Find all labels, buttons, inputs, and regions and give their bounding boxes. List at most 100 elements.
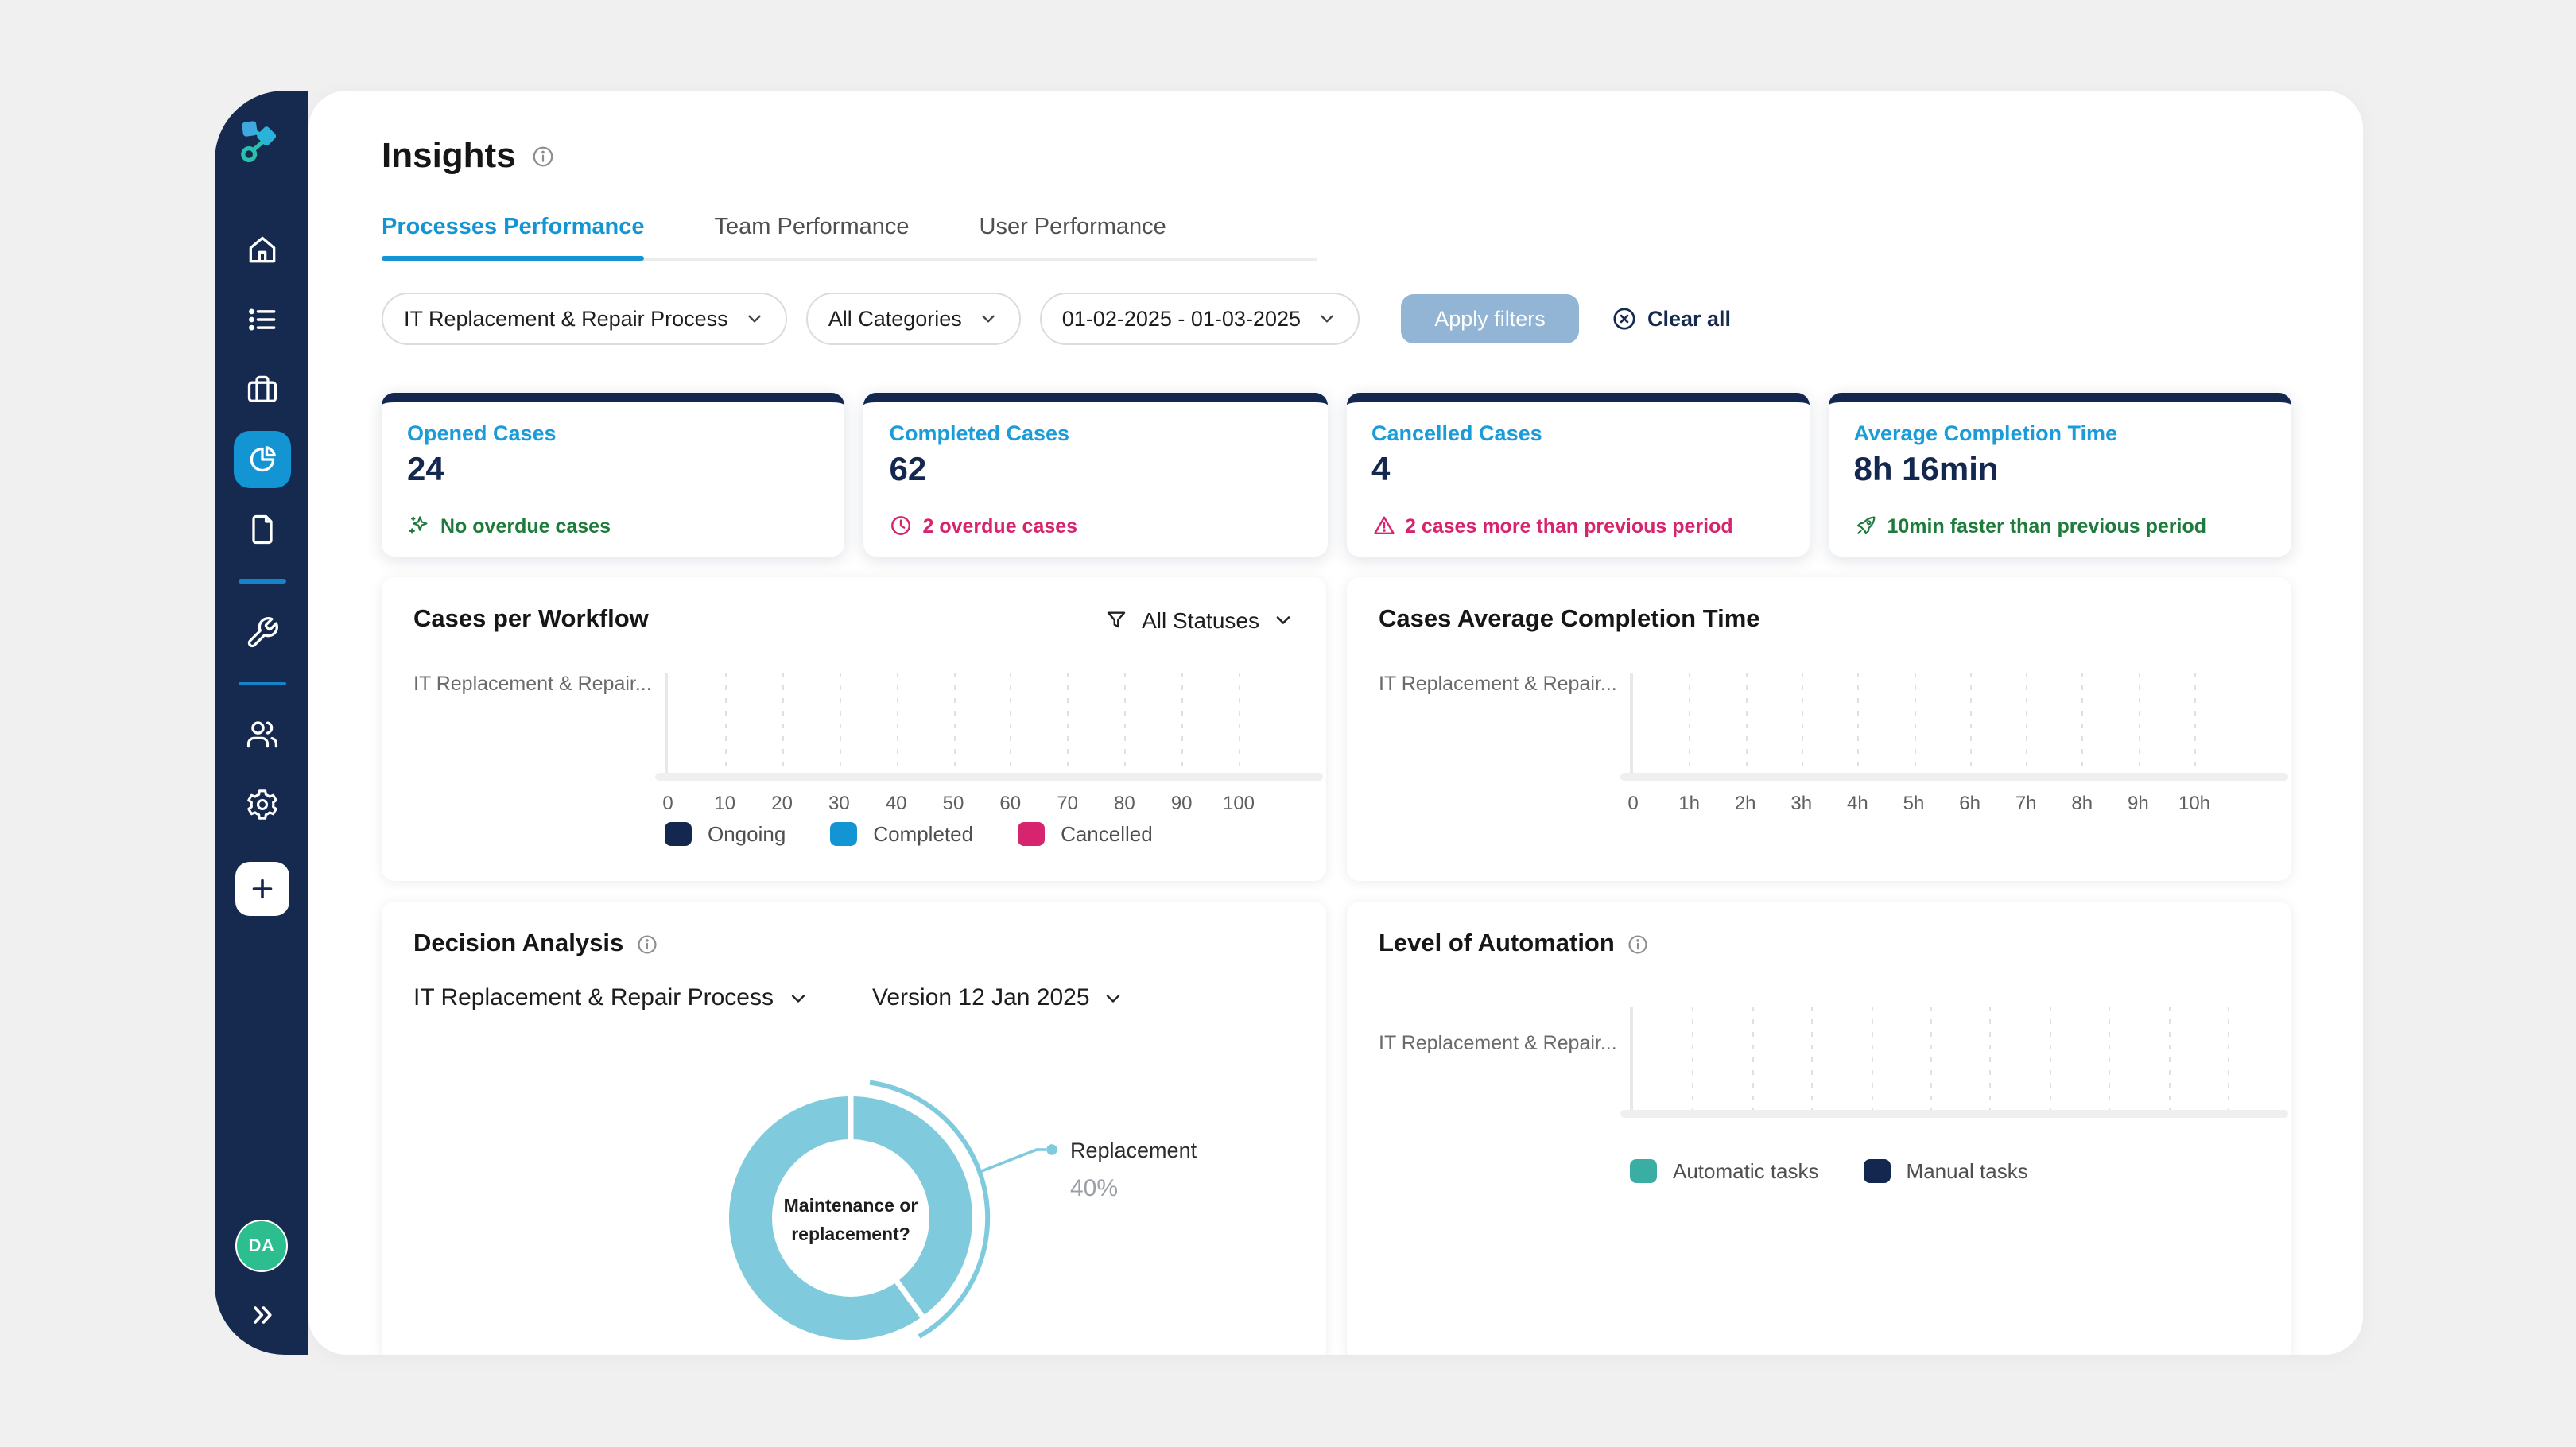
- kpi-card-opened-cases: Opened Cases 24 No overdue cases: [382, 393, 845, 557]
- sidebar-item-documents[interactable]: [233, 501, 290, 558]
- tab-user-performance[interactable]: User Performance: [979, 215, 1166, 240]
- kpi-value: 8h 16min: [1853, 452, 1999, 488]
- chevron-down-icon: [1317, 308, 1337, 329]
- decision-process-dropdown[interactable]: IT Replacement & Repair Process: [413, 984, 809, 1011]
- sidebar-item-users[interactable]: [233, 706, 290, 763]
- decision-version-dropdown[interactable]: Version 12 Jan 2025: [872, 984, 1125, 1011]
- x-tick-label: 0: [1627, 792, 1639, 814]
- x-tick-label: 60: [999, 792, 1022, 814]
- briefcase-icon: [246, 375, 277, 402]
- gridline: [2109, 1007, 2111, 1118]
- sidebar-item-tools[interactable]: [233, 603, 290, 661]
- kpi-note: 10min faster than previous period: [1854, 514, 2267, 537]
- x-tick-label: 2h: [1734, 792, 1756, 814]
- gridline: [953, 673, 955, 781]
- kpi-note: 2 overdue cases: [890, 514, 1302, 537]
- gridline: [896, 673, 898, 781]
- app-logo[interactable]: [236, 116, 287, 167]
- kpi-card-completed-cases: Completed Cases 62 2 overdue cases: [863, 393, 1327, 557]
- legend-label: Completed: [873, 822, 974, 846]
- decision-selectors: IT Replacement & Repair Process Version …: [413, 984, 1294, 1011]
- gear-icon: [246, 789, 277, 820]
- kpi-value: 4: [1371, 452, 1391, 488]
- gridline: [2138, 673, 2140, 781]
- gridline: [724, 673, 727, 781]
- info-icon[interactable]: [532, 144, 556, 168]
- list-icon: [248, 308, 275, 331]
- sidebar-item-insights[interactable]: [233, 431, 290, 488]
- category-label: IT Replacement & Repair...: [413, 673, 652, 695]
- legend-item-manual-tasks: Manual tasks: [1863, 1159, 2028, 1183]
- legend-item-completed: Completed: [830, 822, 973, 846]
- kpi-row: Opened Cases 24 No overdue cases Complet…: [382, 393, 2291, 557]
- x-tick-label: 30: [828, 792, 850, 814]
- decision-process-value: IT Replacement & Repair Process: [413, 984, 774, 1011]
- gridline: [839, 673, 841, 781]
- chart-title: Level of Automation: [1379, 930, 1650, 959]
- clear-all-button[interactable]: Clear all: [1611, 305, 1731, 332]
- sidebar-collapse-button[interactable]: [247, 1301, 276, 1329]
- sidebar-item-settings[interactable]: [233, 776, 290, 833]
- x-tick-label: 5h: [1903, 792, 1925, 814]
- level-of-automation-card: Level of Automation IT Replacement & Rep…: [1347, 902, 2291, 1355]
- chart-legend: Automatic tasks Manual tasks: [1630, 1159, 2260, 1183]
- kpi-note-text: 2 overdue cases: [922, 514, 1078, 537]
- x-axis-baseline: [655, 773, 1323, 781]
- info-icon[interactable]: [636, 933, 658, 956]
- clock-icon: [891, 516, 911, 535]
- tab-team-performance[interactable]: Team Performance: [714, 215, 910, 240]
- gridline: [782, 673, 784, 781]
- avatar[interactable]: DA: [235, 1220, 288, 1272]
- x-tick-label: 9h: [2128, 792, 2149, 814]
- gridline: [1871, 1007, 1873, 1118]
- status-filter-dropdown[interactable]: All Statuses: [1104, 607, 1294, 633]
- gridline: [1124, 673, 1127, 781]
- level-of-automation-chart: IT Replacement & Repair...: [1379, 1007, 2288, 1118]
- gridline: [1181, 673, 1184, 781]
- callout-dot: [1046, 1144, 1057, 1155]
- sidebar-divider: [238, 579, 285, 583]
- process-filter-dropdown[interactable]: IT Replacement & Repair Process: [382, 293, 787, 345]
- kpi-note: No overdue cases: [407, 514, 820, 537]
- info-icon[interactable]: [1627, 933, 1650, 956]
- x-axis-baseline: [1620, 773, 2288, 781]
- legend-label: Ongoing: [708, 822, 786, 846]
- gridline: [1689, 673, 1691, 781]
- legend-swatch: [665, 822, 692, 846]
- gridline: [1801, 673, 1803, 781]
- tab-processes-performance[interactable]: Processes Performance: [382, 215, 646, 261]
- kpi-note: 2 cases more than previous period: [1371, 514, 1784, 537]
- cases-per-workflow-card: Cases per Workflow All Statuses IT Repla…: [382, 577, 1326, 881]
- double-chevron-right-icon: [253, 1306, 271, 1324]
- filters-bar: IT Replacement & Repair Process All Cate…: [382, 293, 2291, 345]
- warning-triangle-icon: [1373, 516, 1394, 534]
- sidebar-item-home[interactable]: [233, 221, 290, 278]
- gridline: [1239, 673, 1240, 781]
- rocket-icon: [1856, 516, 1875, 535]
- kpi-value: 24: [407, 452, 444, 488]
- chart-title-text: Level of Automation: [1379, 930, 1615, 957]
- x-tick-label: 70: [1057, 792, 1078, 814]
- category-filter-dropdown[interactable]: All Categories: [805, 293, 1021, 345]
- gridline: [1010, 673, 1012, 781]
- apply-filters-button[interactable]: Apply filters: [1401, 294, 1579, 343]
- donut-ring: [729, 1096, 972, 1340]
- legend-item-ongoing: Ongoing: [665, 822, 786, 846]
- category-filter-value: All Categories: [828, 307, 962, 331]
- sidebar-item-list[interactable]: [233, 291, 290, 348]
- kpi-note-text: No overdue cases: [440, 514, 611, 537]
- x-tick-label: 0: [662, 792, 673, 814]
- sparkles-icon: [409, 516, 428, 534]
- chevron-down-icon: [1107, 994, 1120, 1002]
- date-range-filter-dropdown[interactable]: 01-02-2025 - 01-03-2025: [1039, 293, 1360, 345]
- add-button[interactable]: [235, 862, 289, 916]
- legend-swatch: [1630, 1159, 1657, 1183]
- process-flow-logo-icon: [240, 121, 276, 162]
- kpi-value: 62: [889, 452, 927, 488]
- sidebar-item-cases[interactable]: [233, 361, 290, 418]
- legend-swatch: [830, 822, 858, 846]
- kpi-title: Opened Cases: [407, 421, 557, 445]
- sidebar: DA: [215, 91, 308, 1355]
- sidebar-nav: [233, 215, 290, 916]
